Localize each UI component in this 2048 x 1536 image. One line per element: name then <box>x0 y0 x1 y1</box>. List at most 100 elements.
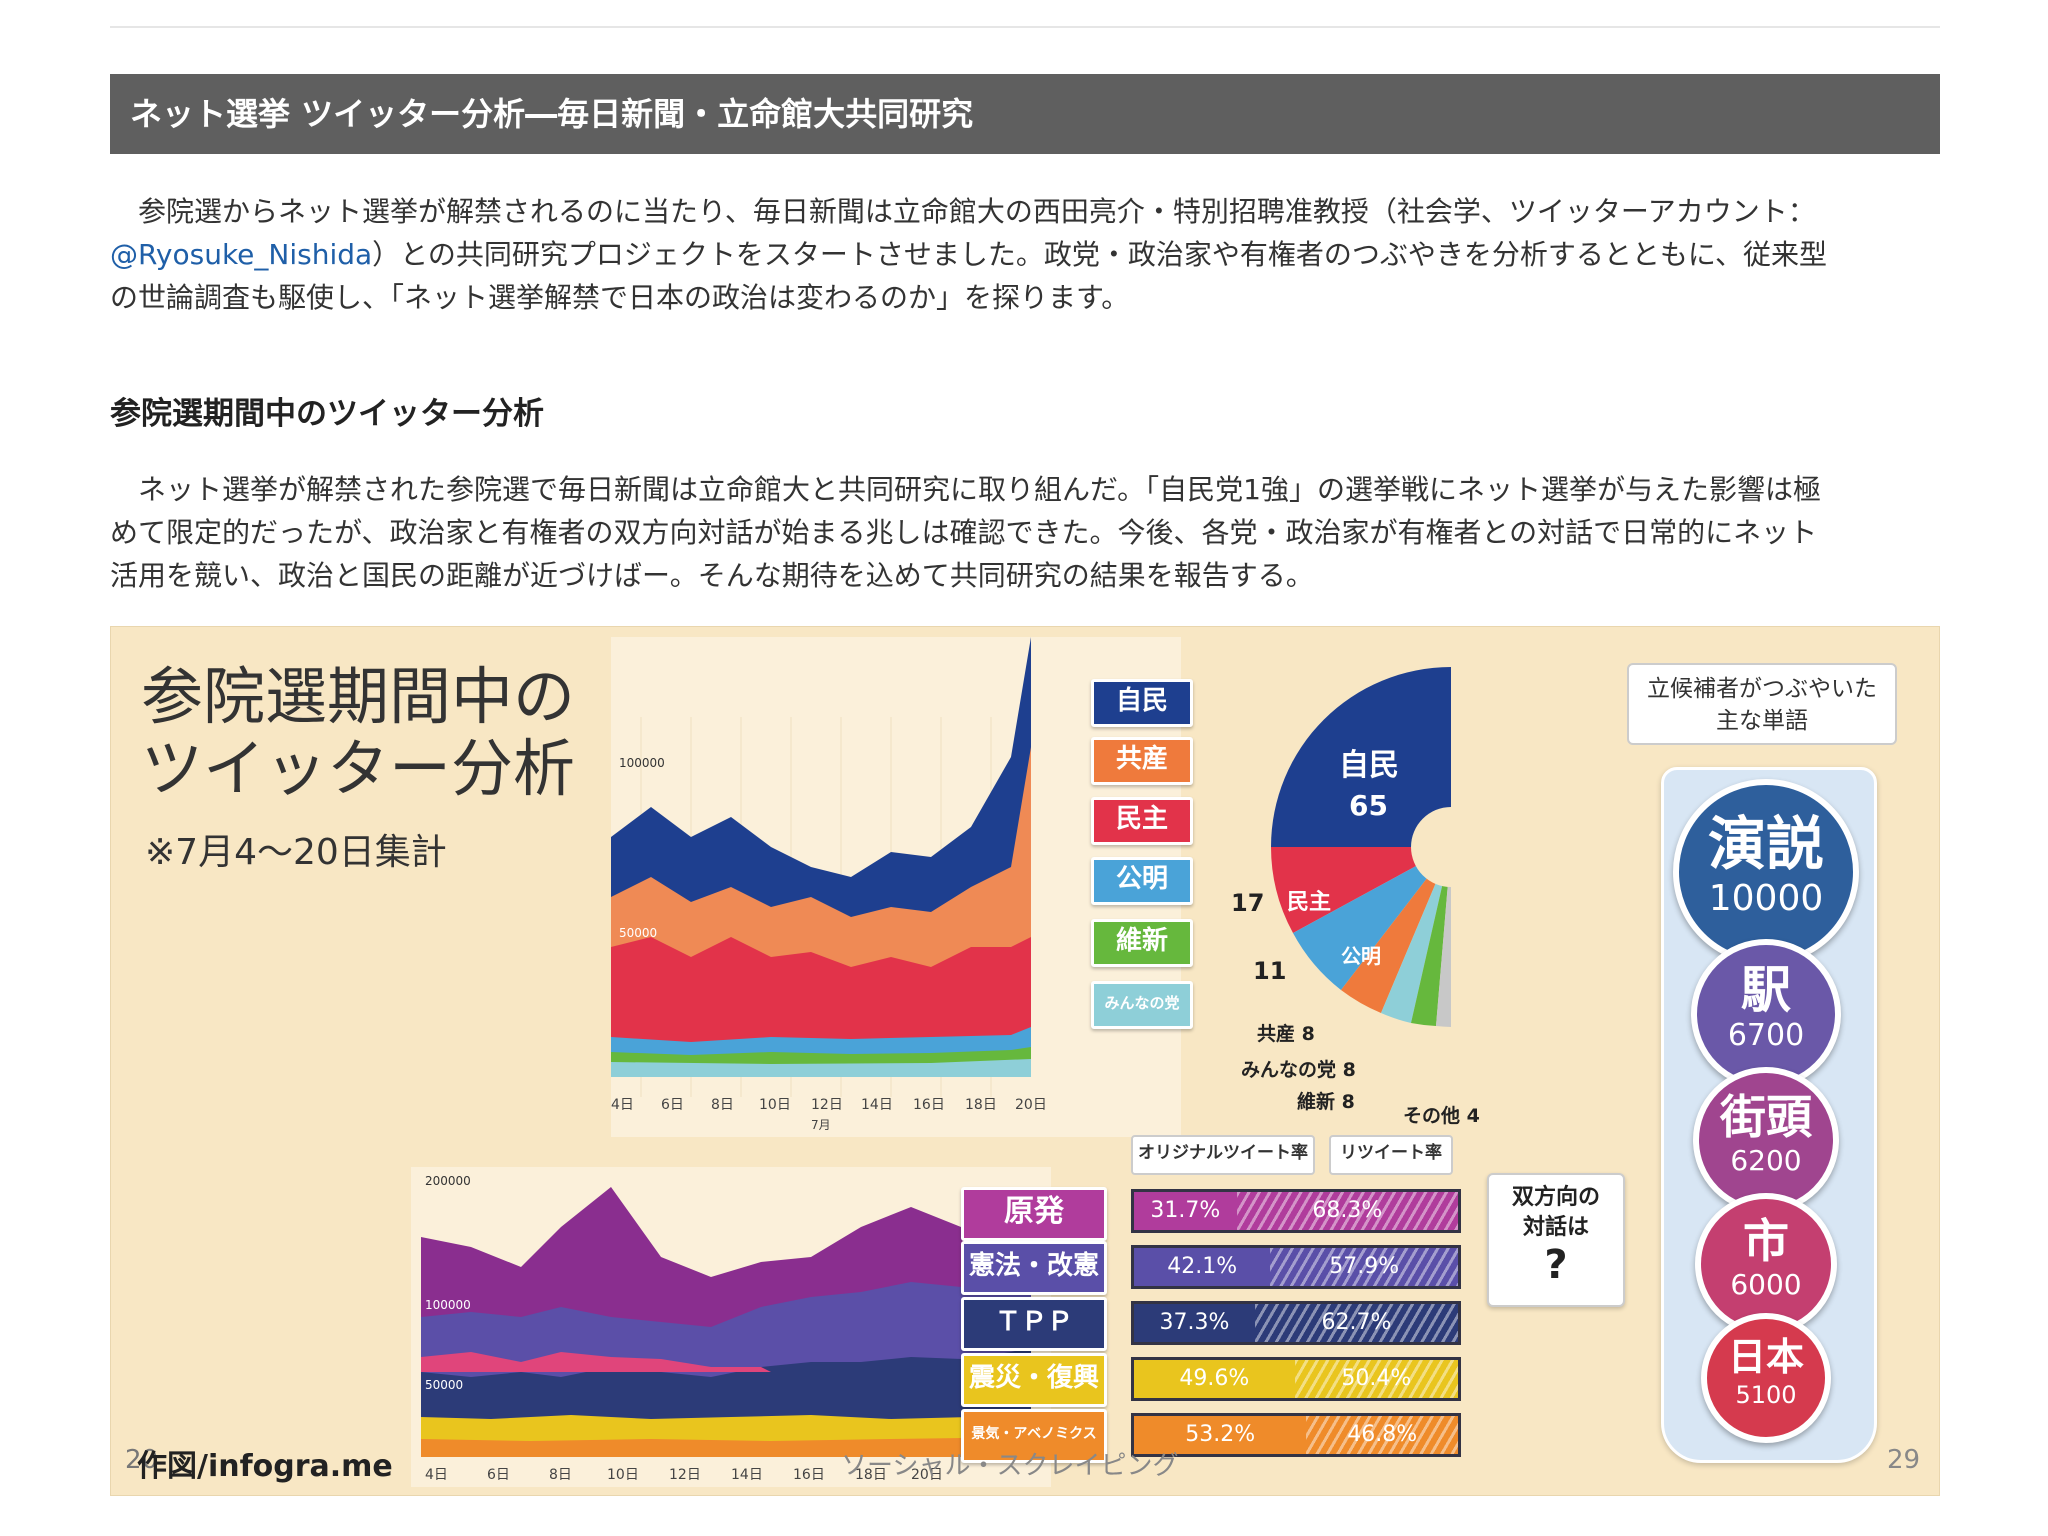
ratio-bar-kenpo: 42.1% 57.9% <box>1131 1245 1461 1289</box>
word-4: 市 <box>1743 1214 1789 1268</box>
ratio-bar-tpp: 37.3% 62.7% <box>1131 1301 1461 1345</box>
ratio-bar-shinsai: 49.6% 50.4% <box>1131 1357 1461 1401</box>
word-2-count: 6700 <box>1727 1018 1805 1053</box>
infographic-credit: 作図/infogra.me <box>137 1449 393 1484</box>
legend-minna: みんなの党 <box>1091 981 1193 1029</box>
word-5: 日本 <box>1727 1335 1804 1379</box>
words-label-line-2: 主な単語 <box>1716 708 1808 734</box>
pie-mask <box>1451 657 1591 1057</box>
intro-line-3: の世論調査も駆使し、「ネット選挙解禁で日本の政治は変わるのか」を探ります。 <box>110 281 1130 314</box>
top-xtick-18: 18日 <box>965 1097 997 1113</box>
infographic-title-line-1: 参院選期間中の <box>141 660 576 733</box>
section-heading: 参院選期間中のツイッター分析 <box>110 396 544 432</box>
infographic-title-line-2: ツイッター分析 <box>141 732 576 805</box>
legend-kyosan: 共産 <box>1091 737 1193 785</box>
bottom-xtick-16: 16日 <box>793 1467 825 1483</box>
top-xtick-16: 16日 <box>913 1097 945 1113</box>
ratio-bar-keiki: 53.2% 46.8% <box>1131 1413 1461 1457</box>
intro-line-2: ）との共同研究プロジェクトをスタートさせました。政党・政治家や有権者のつぶやきを… <box>372 238 1828 271</box>
word-4-count: 6000 <box>1730 1268 1802 1301</box>
bottom-xtick-8: 8日 <box>549 1467 572 1483</box>
seat-count-minshu: 17 <box>1231 889 1265 917</box>
article-banner-title: ネット選挙 ツイッター分析―毎日新聞・立命館大共同研究 <box>110 74 1940 154</box>
topic-shinsai: 震災・復興 <box>961 1353 1107 1407</box>
orig-rate-tpp: 37.3% <box>1134 1304 1255 1342</box>
rt-rate-tpp: 62.7% <box>1254 1304 1458 1342</box>
pie-label-minshu: 民主 <box>1287 890 1331 915</box>
pie-slice-kyosan <box>1341 847 1451 1013</box>
bottom-xtick-6: 6日 <box>487 1467 510 1483</box>
pie-slice-minna <box>1381 847 1451 1023</box>
orig-rate-genpatsu: 31.7% <box>1134 1192 1237 1230</box>
pie-label-jimin: 自民 <box>1339 748 1399 783</box>
bottom-ytick-200000: 200000 <box>425 1174 471 1188</box>
top-xtick-20: 20日 <box>1015 1097 1047 1113</box>
area-minna <box>611 1059 1031 1077</box>
topic-keiki: 景気・アベノミクス <box>961 1409 1107 1463</box>
twitter-analysis-infographic: 参院選期間中の ツイッター分析 ※7月4～20日集計 100000 50000 … <box>110 626 1940 1496</box>
tag-original-tweet-rate: オリジナルツイート率 <box>1131 1135 1315 1175</box>
bottom-xtick-18: 18日 <box>855 1467 887 1483</box>
word-3: 街頭 <box>1720 1090 1812 1144</box>
infographic-subtitle: ※7月4～20日集計 <box>145 832 447 873</box>
words-label-line-1: 立候補者がつぶやいた <box>1647 676 1877 702</box>
pie-slice-other <box>1436 847 1451 1027</box>
bottom-xtick-4: 4日 <box>425 1467 448 1483</box>
party-tweets-area-chart: 100000 50000 4日 6日 8日 10日 12日 14日 16日 18… <box>611 637 1181 1137</box>
pie-slice-jimin <box>1271 667 1451 847</box>
word-1-count: 10000 <box>1708 878 1824 919</box>
infographic-title: 参院選期間中の ツイッター分析 <box>141 661 575 805</box>
rt-rate-shinsai: 50.4% <box>1294 1360 1458 1398</box>
word-circle-2: 駅 6700 <box>1691 939 1841 1089</box>
pie-label-komei: 公明 <box>1341 944 1381 968</box>
word-5-count: 5100 <box>1735 1381 1797 1409</box>
legend-jimin: 自民 <box>1091 679 1193 727</box>
words-label-box: 立候補者がつぶやいた 主な単語 <box>1627 663 1897 745</box>
footer-center-text: ソーシャル・スクレイピング <box>841 1451 1179 1481</box>
topic-kenpo: 憲法・改憲 <box>961 1241 1107 1295</box>
bottom-ytick-50000: 50000 <box>425 1378 463 1392</box>
legend-minshu: 民主 <box>1091 797 1193 845</box>
legend-ishin: 維新 <box>1091 919 1193 967</box>
intro-line-1: 参院選からネット選挙が解禁されるのに当たり、毎日新聞は立命館大の西田亮介・特別招… <box>138 195 1816 228</box>
top-xtick-10: 10日 <box>759 1097 791 1113</box>
top-xtick-8: 8日 <box>711 1097 734 1113</box>
dialogue-question-box: 双方向の 対話は ? <box>1487 1173 1625 1307</box>
dialogue-line-1: 双方向の <box>1511 1185 1600 1210</box>
word-circle-1: 演説 10000 <box>1673 779 1859 965</box>
intro-paragraph: 参院選からネット選挙が解禁されるのに当たり、毎日新聞は立命館大の西田亮介・特別招… <box>110 190 1940 319</box>
seat-count-kyosan: 共産 8 <box>1257 1023 1315 1045</box>
word-circle-4: 市 6000 <box>1695 1193 1837 1335</box>
pie-value-jimin: 65 <box>1349 789 1388 822</box>
pie-slice-ishin <box>1411 847 1451 1026</box>
twitter-handle-link[interactable]: @Ryosuke_Nishida <box>110 238 373 271</box>
top-xtick-6: 6日 <box>661 1097 684 1113</box>
area-keiki <box>421 1437 1031 1457</box>
dialogue-line-2: 対話は <box>1522 1215 1589 1240</box>
rt-rate-genpatsu: 68.3% <box>1236 1192 1458 1230</box>
bottom-xtick-20: 20日 <box>911 1467 943 1483</box>
topic-tweets-area-chart: 200000 100000 50000 4日 6日 8日 10日 12日 14日… <box>411 1167 1051 1487</box>
word-3-count: 6200 <box>1730 1144 1802 1177</box>
body-paragraph: ネット選挙が解禁された参院選で毎日新聞は立命館大と共同研究に取り組んだ。「自民党… <box>110 468 1940 597</box>
word-2: 駅 <box>1741 961 1791 1019</box>
dialogue-question-mark: ? <box>1544 1242 1568 1288</box>
top-ytick-100000: 100000 <box>619 756 665 770</box>
seat-count-ishin: 維新 8 <box>1297 1091 1355 1113</box>
area-magenta <box>421 1352 771 1372</box>
top-xtick-14: 14日 <box>861 1097 893 1113</box>
bottom-xtick-12: 12日 <box>669 1467 701 1483</box>
top-xtick-12: 12日 <box>811 1097 843 1113</box>
topic-tpp: ＴＰＰ <box>961 1297 1107 1351</box>
legend-komei: 公明 <box>1091 857 1193 905</box>
topic-genpatsu: 原発 <box>961 1187 1107 1241</box>
seat-count-other: その他 4 <box>1403 1105 1480 1127</box>
seats-pie-chart: 自民 65 民主 公明 <box>1271 657 1591 1057</box>
rt-rate-keiki: 46.8% <box>1306 1416 1458 1454</box>
word-circle-5: 日本 5100 <box>1701 1313 1831 1443</box>
bottom-ytick-100000: 100000 <box>425 1298 471 1312</box>
top-month-label: 7月 <box>811 1118 831 1132</box>
word-1: 演説 <box>1707 810 1824 878</box>
pie-slice-komei <box>1293 847 1451 990</box>
orig-rate-shinsai: 49.6% <box>1134 1360 1295 1398</box>
